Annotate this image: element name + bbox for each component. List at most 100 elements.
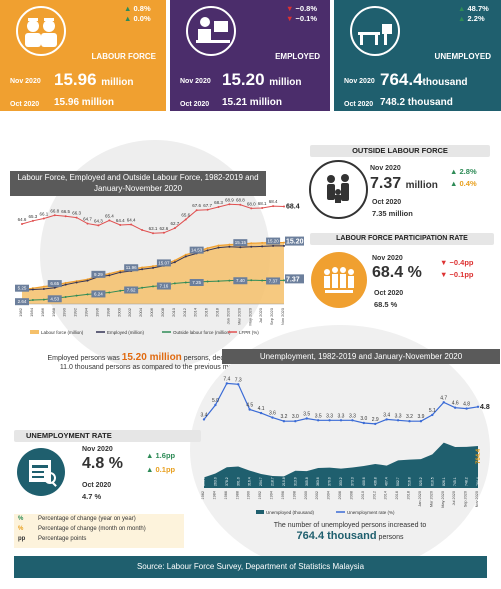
data-point [130, 223, 133, 226]
lfpr-yoy: −0.4pp [449, 258, 474, 267]
data-point [119, 223, 122, 226]
x-tick-label: 1996 [94, 307, 99, 317]
unemp-prev-value: 748.2 thousand [380, 97, 453, 108]
unemployed-value-label: 400.6 [362, 477, 366, 486]
data-point [108, 274, 111, 277]
jobs-icon [17, 448, 65, 496]
lfpr-title: LABOUR FORCE PARTICIPATION RATE [310, 233, 494, 245]
data-point [283, 279, 285, 282]
lfpr-label: 62.7 [170, 221, 179, 226]
lfpr-label: 66.5 [61, 209, 70, 214]
unemployed-value-label: 353.2 [339, 477, 343, 486]
olf-end-label: 7.37 [286, 276, 300, 283]
x-tick-label: Mar 2020 [429, 491, 433, 507]
x-tick-label: 2002 [315, 491, 319, 499]
olf-yoy: 2.8% [459, 167, 477, 176]
lf-label-box [156, 259, 171, 267]
lf-label: 6.65 [50, 281, 59, 286]
unemployed-value-label: 305.8 [305, 477, 309, 486]
data-point [86, 279, 89, 282]
data-point [53, 286, 56, 289]
data-point [228, 243, 231, 246]
olf-title: OUTSIDE LABOUR FORCE [310, 145, 490, 157]
lfpr-label: 63.1 [149, 226, 158, 231]
x-tick-label: 2002 [127, 307, 132, 317]
workers-icon [8, 6, 74, 56]
data-point [283, 244, 285, 247]
data-point [75, 294, 78, 297]
x-tick-label: 1984 [29, 307, 34, 317]
unemployed-value-label: 254.7 [259, 477, 263, 486]
rate-point [328, 419, 331, 422]
lf-label: 5.25 [18, 286, 27, 291]
data-point [184, 218, 187, 221]
unemployed-value-label: 748.2 [465, 477, 469, 486]
employed-note-value: 15.20 million [121, 352, 182, 363]
data-point [261, 206, 264, 209]
lfpr-label: 65.4 [105, 213, 114, 218]
lfpr-label: 68.0 [247, 201, 256, 206]
data-point [86, 222, 89, 225]
lf-label-box [15, 284, 29, 292]
unemployed-value-label: 407.4 [385, 477, 389, 486]
data-point [141, 229, 144, 232]
chart2: 194.0 263.0 378.2 391.0 316.4 254.7 218.7 210.8… [201, 376, 490, 515]
rate-label: 7.4 [223, 376, 230, 382]
lfpr-label: 64.6 [18, 217, 27, 222]
x-tick-label: Jan 2020 [418, 491, 422, 507]
rate-label: 3.0 [292, 414, 299, 420]
lf-label: 15.07 [158, 260, 170, 265]
ur-now-label: Nov 2020 [82, 446, 113, 453]
rate-end-label: 4.8 [480, 404, 490, 411]
legend-label: Unemployed (thousand) [266, 510, 315, 515]
x-tick-label: 1988 [51, 307, 56, 317]
lf-label: 9.29 [94, 272, 103, 277]
unemployed-value-label: 826.1 [442, 477, 446, 486]
unemployed-note-post: persons [376, 534, 404, 541]
lfpr-label: 66.1 [39, 212, 48, 217]
rate-point [396, 419, 400, 422]
lfpr-now-value: 68.4 % [372, 264, 422, 281]
lf-label-box [124, 264, 139, 272]
rate-label: 3.4 [201, 412, 208, 418]
rate-label: 4.5 [246, 403, 253, 409]
rate-label: 4.6 [452, 401, 459, 407]
family-icon [309, 160, 368, 219]
legend-key-symbol-2: pp [18, 536, 26, 542]
rate-label: 3.2 [280, 414, 287, 420]
data-point [228, 203, 231, 206]
labour-force-area [22, 242, 284, 304]
lf-label: 15.20 [267, 239, 279, 244]
lfpr-label: 62.6 [160, 226, 169, 231]
x-tick-label: 2014 [384, 491, 388, 499]
lf-prev-value: 15.96 million [54, 97, 115, 108]
legend-label: Employed (million) [107, 330, 145, 335]
crowd-icon [311, 252, 367, 308]
x-tick-label: 2018 [407, 491, 411, 499]
rate-point [282, 420, 286, 423]
lf-now-value: 15.96 [54, 70, 97, 89]
rate-point [271, 416, 274, 419]
lf-end-box [285, 236, 304, 246]
unemployed-value-label: 764.4 [476, 477, 480, 486]
data-point [141, 268, 144, 271]
unemp-now-unit: thousand [422, 77, 468, 88]
olf-label-box [15, 298, 29, 306]
desk-worker-icon [178, 6, 244, 56]
data-point [21, 223, 23, 226]
lfpr-label: 68.1 [258, 201, 267, 206]
data-point [86, 293, 89, 296]
data-point [97, 224, 100, 227]
x-tick-label: 1994 [84, 307, 89, 317]
olf-label: 2.64 [18, 299, 27, 304]
x-tick-label: Nov 2020 [280, 307, 285, 325]
x-tick-label: 1994 [270, 491, 274, 499]
lfpr-now-label: Nov 2020 [372, 255, 403, 262]
lfpr-prev-label: Oct 2020 [374, 290, 404, 297]
data-point [152, 285, 154, 288]
rate-label: 3.2 [406, 414, 413, 420]
rate-label: 5.1 [429, 408, 436, 414]
lf-label-box [47, 280, 62, 288]
rate-label: 4.8 [463, 402, 470, 408]
x-tick-label: 2008 [160, 307, 165, 317]
